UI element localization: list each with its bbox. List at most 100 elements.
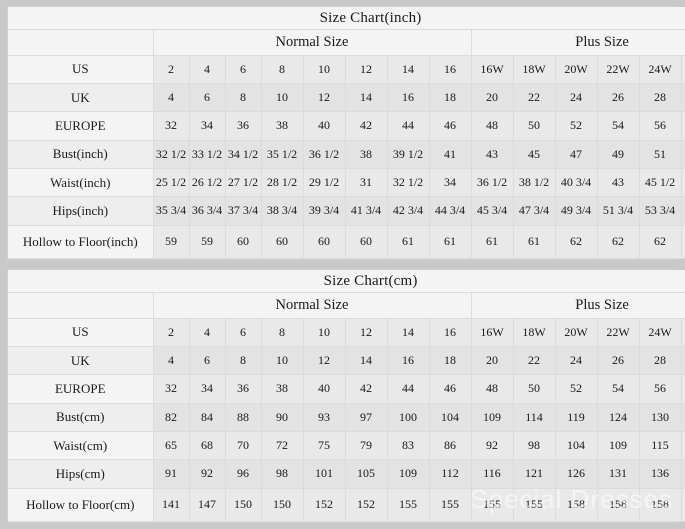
table-cell: 158 [554,487,598,523]
group-header-plus-size: Plus Size [470,29,685,56]
table-cell: 52 [554,111,598,141]
table-cell: 47 [554,139,598,169]
table-cell: 10 [260,82,304,113]
table-cell: 6 [188,345,226,376]
table-cell: 56 [638,111,682,141]
table-cell: 16 [428,54,472,84]
table-cell: 62 [596,224,640,260]
row-label: UK [8,82,154,113]
table-cell: 50 [512,374,556,404]
table-cell: 55 1/2 [680,196,685,226]
table-cell: 84 [188,402,226,432]
table-cell: 38 [260,111,304,141]
table-cell: 36 1/2 [302,139,346,169]
table-cell: 121 [680,430,685,461]
group-header-plus-size: Plus Size [470,292,685,319]
table-cell: 45 [512,139,556,169]
row-label: UK [8,345,154,376]
table-cell: 6 [224,317,262,347]
table-cell: 8 [224,345,262,376]
table-cell: 86 [428,430,472,461]
table-cell: 26 [596,82,640,113]
table-cell: 37 3/4 [224,196,262,226]
table-cell: 49 3/4 [554,196,598,226]
table-cell: 26 [596,345,640,376]
row-label: Waist(cm) [8,430,154,461]
table-cell: 62 [680,224,685,260]
table-cell: 8 [224,82,262,113]
group-header-row: Normal Size Plus Size [8,292,685,319]
table-cell: 43 [596,167,640,198]
table-cell: 34 1/2 [224,139,262,169]
table-cell: 105 [344,459,388,489]
table-cell: 14 [344,82,388,113]
table-cell: 8 [260,54,304,84]
table-cell: 24 [554,82,598,113]
table-cell: 155 [386,487,430,523]
table-cell: 2 [152,317,190,347]
table-row: Waist(inch) 25 1/2 26 1/2 27 1/2 28 1/2 29 1/… [8,167,685,198]
table-cell: 114 [512,402,556,432]
table-cell: 62 [554,224,598,260]
table-cell: 97 [344,402,388,432]
table-cell: 38 3/4 [260,196,304,226]
table-cell: 24 [554,345,598,376]
table-cell: 34 [428,167,472,198]
table-cell: 158 [638,487,682,523]
table-cell: 46 [428,374,472,404]
table-cell: 79 [344,430,388,461]
table-cell: 115 [638,430,682,461]
table-cell: 47 3/4 [512,196,556,226]
chart-title: Size Chart(cm) [8,270,685,294]
row-label: Waist(inch) [8,167,154,198]
group-header-row: Normal Size Plus Size [8,29,685,56]
table-cell: 32 1/2 [386,167,430,198]
table-cell: 88 [224,402,262,432]
table-cell: 147 [188,487,226,523]
table-cell: 34 [188,374,226,404]
row-label: Hollow to Floor(cm) [8,487,154,523]
table-row: Hollow to Floor(cm) 141 147 150 150 152 152 155… [8,487,685,523]
table-body-cm: Size Chart(cm) Normal Size Plus Size US 2 4 6… [8,270,685,523]
table-cell: 4 [152,345,190,376]
table-cell: 92 [470,430,514,461]
table-cell: 155 [512,487,556,523]
table-cell: 42 3/4 [386,196,430,226]
table-cell: 26W [680,54,685,84]
table-cell: 141 [680,459,685,489]
table-cell: 16 [386,82,430,113]
table-cell: 150 [224,487,262,523]
table-cell: 61 [470,224,514,260]
table-cell: 61 [428,224,472,260]
row-label: Bust(inch) [8,139,154,169]
group-header-spacer [8,292,154,319]
table-cell: 39 1/2 [386,139,430,169]
table-cell: 68 [188,430,226,461]
table-cell: 42 [344,374,388,404]
table-cell: 158 [680,487,685,523]
size-table-inch: Size Chart(inch) Normal Size Plus Size US 2… [8,7,685,260]
table-cell: 141 [152,487,190,523]
table-row: UK4681012141618202224262830 [8,82,685,113]
table-cell: 12 [302,82,346,113]
table-cell: 60 [224,224,262,260]
table-cell: 51 [638,139,682,169]
table-cell: 100 [386,402,430,432]
table-cell: 60 [260,224,304,260]
table-cell: 30 [680,345,685,376]
table-row: Bust(inch) 32 1/2 33 1/2 34 1/2 35 1/2 36 1/2… [8,139,685,169]
table-cell: 24W [638,54,682,84]
table-cell: 62 [638,224,682,260]
table-cell: 58 [680,374,685,404]
table-cell: 44 3/4 [428,196,472,226]
table-cell: 158 [596,487,640,523]
table-cell: 35 1/2 [260,139,304,169]
table-cell: 121 [512,459,556,489]
table-cell: 12 [344,317,388,347]
row-label: Hips(cm) [8,459,154,489]
table-row: Hollow to Floor(inch) 59 59 60 60 60 60 61 61 61 6… [8,224,685,260]
table-row: US24681012141616W18W20W22W24W26W [8,54,685,84]
table-cell: 22W [596,54,640,84]
table-cell: 109 [470,402,514,432]
table-row: Hips(cm) 91 92 96 98 101 105 109 112 116 121 126 131… [8,459,685,489]
